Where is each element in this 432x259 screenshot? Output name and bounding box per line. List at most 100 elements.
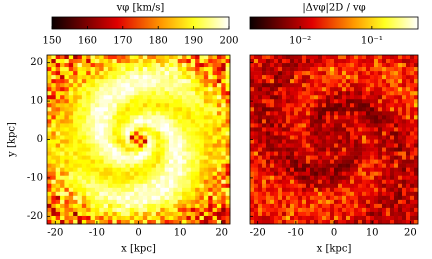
heat-cell <box>274 103 278 107</box>
heat-cell <box>310 144 314 148</box>
heat-cell <box>82 127 87 131</box>
heat-cell <box>213 184 218 188</box>
heat-cell <box>322 144 326 148</box>
heat-cell <box>334 71 338 75</box>
heat-cell <box>266 119 270 123</box>
heat-cell <box>195 59 200 63</box>
heat-cell <box>334 99 338 103</box>
heat-cell <box>266 55 270 59</box>
heat-cell <box>73 200 78 204</box>
heat-cell <box>390 75 394 79</box>
heat-cell <box>152 216 157 220</box>
heat-cell <box>165 140 170 144</box>
heat-cell <box>302 87 306 91</box>
heat-cell <box>310 107 314 111</box>
heat-cell <box>64 75 69 79</box>
heat-cell <box>290 188 294 192</box>
heat-cell <box>56 71 61 75</box>
heat-cell <box>354 95 358 99</box>
heat-cell <box>274 59 278 63</box>
heat-cell <box>298 192 302 196</box>
heat-cell <box>354 164 358 168</box>
heat-cell <box>262 188 266 192</box>
heat-cell <box>378 111 382 115</box>
heat-cell <box>213 71 218 75</box>
heat-cell <box>78 212 83 216</box>
heat-cell <box>217 71 222 75</box>
heat-cell <box>117 71 122 75</box>
heat-cell <box>282 208 286 212</box>
heat-cell <box>173 176 178 180</box>
heat-cell <box>99 204 104 208</box>
heat-cell <box>82 95 87 99</box>
heat-cell <box>402 79 406 83</box>
heat-cell <box>270 176 274 180</box>
heat-cell <box>112 140 117 144</box>
heat-cell <box>350 168 354 172</box>
heat-cell <box>382 63 386 67</box>
heat-cell <box>47 172 52 176</box>
heat-cell <box>208 208 213 212</box>
heat-cell <box>130 196 135 200</box>
heat-cell <box>191 75 196 79</box>
heat-cell <box>147 184 152 188</box>
heat-cell <box>200 91 205 95</box>
heat-cell <box>366 131 370 135</box>
heat-cell <box>112 168 117 172</box>
heat-cell <box>195 200 200 204</box>
heat-cell <box>125 216 130 220</box>
heat-cell <box>139 95 144 99</box>
heat-cell <box>278 119 282 123</box>
heat-cell <box>186 148 191 152</box>
heat-cell <box>143 99 148 103</box>
heat-cell <box>73 208 78 212</box>
heat-cell <box>204 111 209 115</box>
heat-cell <box>156 55 161 59</box>
heat-cell <box>117 75 122 79</box>
heat-cell <box>294 152 298 156</box>
heat-cell <box>78 176 83 180</box>
heat-cell <box>51 79 56 83</box>
heat-cell <box>270 131 274 135</box>
heat-cell <box>394 148 398 152</box>
heat-cell <box>60 67 65 71</box>
heat-cell <box>406 188 410 192</box>
heat-cell <box>73 71 78 75</box>
heat-cell <box>290 172 294 176</box>
heat-cell <box>346 59 350 63</box>
heat-cell <box>286 152 290 156</box>
heat-cell <box>402 83 406 87</box>
heat-cell <box>169 131 174 135</box>
heat-cell <box>169 67 174 71</box>
y-tick-label: -20 <box>27 211 43 222</box>
heat-cell <box>402 95 406 99</box>
heat-cell <box>290 111 294 115</box>
heat-cell <box>121 55 126 59</box>
heat-cell <box>178 99 183 103</box>
heat-cell <box>213 119 218 123</box>
heat-cell <box>326 123 330 127</box>
heat-cell <box>358 200 362 204</box>
heat-cell <box>254 164 258 168</box>
heat-cell <box>208 63 213 67</box>
heat-cell <box>143 127 148 131</box>
heat-cell <box>262 156 266 160</box>
heat-cell <box>298 168 302 172</box>
heat-cell <box>160 200 165 204</box>
heat-cell <box>330 212 334 216</box>
heat-cell <box>69 95 74 99</box>
heat-cell <box>254 160 258 164</box>
heat-cell <box>370 140 374 144</box>
heat-cell <box>282 71 286 75</box>
heat-cell <box>342 196 346 200</box>
heat-cell <box>134 192 139 196</box>
heat-cell <box>302 188 306 192</box>
heat-cell <box>178 83 183 87</box>
heat-cell <box>134 196 139 200</box>
heat-cell <box>182 148 187 152</box>
heat-cell <box>358 131 362 135</box>
heat-cell <box>302 172 306 176</box>
heat-cell <box>139 71 144 75</box>
heat-cell <box>326 144 330 148</box>
heat-cell <box>302 115 306 119</box>
